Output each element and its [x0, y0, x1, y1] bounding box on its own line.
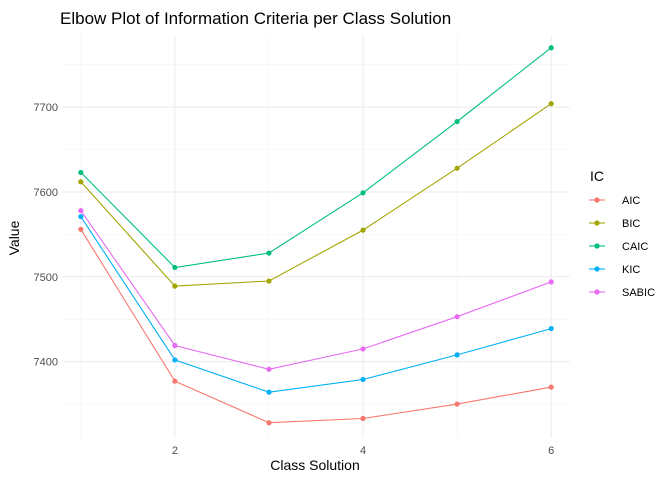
- data-point-caic: [548, 45, 554, 51]
- series-line-aic: [80, 229, 552, 424]
- legend-title: IC: [590, 168, 604, 184]
- y-tick-label: 7700: [34, 102, 58, 114]
- data-point-aic: [78, 226, 84, 232]
- data-point-bic: [360, 227, 366, 233]
- x-tick-label: 6: [548, 445, 554, 457]
- data-point-kic: [454, 352, 460, 358]
- y-tick-label: 7400: [34, 357, 58, 369]
- data-point-bic: [266, 278, 272, 284]
- legend-point-bic: [594, 220, 600, 226]
- legend-point-aic: [594, 197, 600, 203]
- legend-point-kic: [594, 266, 600, 272]
- legend-label-sabic: SABIC: [622, 287, 655, 299]
- data-point-sabic: [78, 208, 84, 214]
- chart-title: Elbow Plot of Information Criteria per C…: [60, 9, 451, 28]
- grid: [62, 35, 570, 438]
- y-tick-label: 7600: [34, 187, 58, 199]
- legend-point-caic: [594, 243, 600, 249]
- data-point-aic: [360, 415, 366, 422]
- data-point-bic: [78, 179, 84, 185]
- data-point-bic: [548, 101, 554, 107]
- data-point-caic: [172, 264, 178, 271]
- axis-ticks: 2 4 6 7400 7500 7600 7700: [34, 102, 555, 457]
- data-point-sabic: [454, 314, 460, 320]
- data-point-caic: [78, 169, 84, 176]
- data-point-aic: [266, 420, 272, 426]
- legend-label-bic: BIC: [622, 218, 640, 230]
- data-point-sabic: [360, 346, 366, 352]
- legend-label-aic: AIC: [622, 195, 640, 207]
- legend-point-sabic: [594, 289, 600, 295]
- data-point-bic: [172, 283, 178, 289]
- series-line-kic: [80, 216, 552, 393]
- x-axis-title: Class Solution: [270, 457, 360, 473]
- data-point-bic: [454, 165, 460, 171]
- series-line-sabic: [80, 210, 552, 370]
- data-point-kic: [548, 325, 554, 332]
- data-point-kic: [172, 357, 178, 363]
- y-axis-title: Value: [6, 220, 22, 255]
- data-point-aic: [454, 401, 460, 407]
- legend-label-kic: KIC: [622, 264, 640, 276]
- data-point-aic: [548, 384, 554, 390]
- y-tick-label: 7500: [34, 272, 58, 284]
- data-point-caic: [454, 118, 460, 125]
- series-group: [78, 45, 554, 426]
- data-point-sabic: [548, 279, 554, 285]
- data-point-kic: [266, 389, 272, 395]
- data-point-aic: [172, 378, 178, 384]
- x-tick-label: 2: [172, 445, 178, 457]
- data-point-kic: [360, 376, 366, 383]
- x-tick-label: 4: [360, 445, 366, 457]
- series-line-bic: [80, 103, 552, 287]
- data-point-kic: [78, 213, 84, 220]
- data-point-sabic: [266, 366, 272, 372]
- series-line-caic: [80, 47, 552, 269]
- data-point-caic: [360, 190, 366, 196]
- legend: IC AIC BIC CAIC KIC SABIC: [589, 168, 655, 299]
- data-point-sabic: [172, 342, 178, 349]
- data-point-caic: [266, 250, 272, 256]
- legend-label-caic: CAIC: [622, 241, 648, 253]
